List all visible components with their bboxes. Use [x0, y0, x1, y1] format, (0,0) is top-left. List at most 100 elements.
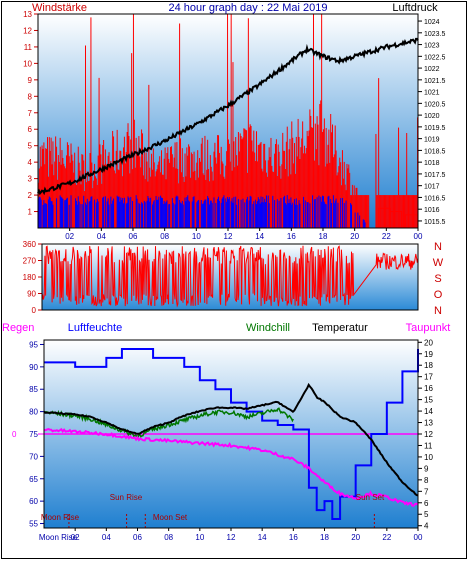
wind-left-tick-label: 2 — [28, 191, 33, 200]
direction-compass-label: S — [434, 273, 441, 285]
temperature-right-tick-label: 14 — [424, 407, 433, 416]
x-tick-label: 10 — [192, 232, 201, 241]
temperature-right-tick-label: 17 — [424, 373, 433, 382]
pressure-right-tick-label: 1019 — [424, 137, 440, 144]
temperature-right-tick-label: 13 — [424, 419, 433, 428]
pressure-right-tick-label: 1020.5 — [424, 101, 446, 108]
wind-left-tick-label: 3 — [28, 175, 33, 184]
pressure-right-tick-label: 1023 — [424, 43, 440, 50]
humidity-line — [44, 347, 419, 521]
pressure-right-tick-label: 1022.5 — [424, 54, 446, 61]
direction-left-tick-label: 180 — [23, 273, 37, 282]
temperature-right-tick-label: 7 — [424, 487, 429, 496]
temperature-right-tick-label: 18 — [424, 361, 433, 370]
x-tick-label: 18 — [319, 232, 328, 241]
pressure-right-tick-label: 1022 — [424, 66, 440, 73]
pressure-right-tick-label: 1021 — [424, 90, 440, 97]
x-tick-label: 12 — [224, 232, 233, 241]
humidity-left-tick-label: 95 — [29, 340, 38, 349]
x-tick-label: 20 — [351, 533, 360, 542]
pressure-right-tick-label: 1021.5 — [424, 78, 446, 85]
humidity-left-tick-label: 65 — [29, 475, 38, 484]
dewpoint-legend: Taupunkt — [406, 322, 451, 334]
event-label: Moon Rise — [41, 513, 80, 522]
rain-legend: Regen — [2, 322, 34, 334]
thp-plot-border — [43, 339, 419, 529]
x-tick-label: 04 — [97, 232, 106, 241]
x-tick-label: 06 — [133, 533, 142, 542]
pressure-right-tick-label: 1015.5 — [424, 219, 446, 226]
direction-left-tick-label: 270 — [23, 257, 37, 266]
windchill-line — [43, 407, 294, 439]
wind-left-tick-label: 12 — [23, 26, 32, 35]
x-tick-label: 02 — [71, 533, 80, 542]
event-label: Moon Set — [153, 513, 188, 522]
humidity-left-tick-label: 85 — [29, 385, 38, 394]
pressure-right-tick-label: 1020 — [424, 113, 440, 120]
x-tick-label: 20 — [350, 232, 359, 241]
x-tick-label: 04 — [102, 533, 111, 542]
direction-left-tick-label: 360 — [23, 240, 37, 249]
humidity-left-tick-label: 60 — [29, 497, 38, 506]
wind-pressure-panel: 123456789101112131015.510161016.51017101… — [23, 10, 445, 241]
rain-value: 0 — [12, 430, 17, 439]
temperature-right-tick-label: 8 — [424, 476, 429, 485]
temperature-right-tick-label: 12 — [424, 430, 433, 439]
temperature-right-tick-label: 6 — [424, 499, 429, 508]
x-tick-label: 16 — [289, 533, 298, 542]
wind-left-tick-label: 8 — [28, 92, 33, 101]
pressure-right-tick-label: 1018 — [424, 160, 440, 167]
wind-direction-line — [41, 245, 419, 308]
x-tick-label: 00 — [414, 533, 423, 542]
wind-left-tick-label: 5 — [28, 142, 33, 151]
humidity-left-tick-label: 55 — [29, 520, 38, 529]
x-tick-label: 14 — [258, 533, 267, 542]
x-tick-label: 22 — [382, 533, 391, 542]
wind-left-tick-label: 10 — [23, 59, 32, 68]
direction-left-tick-label: 90 — [27, 290, 36, 299]
x-tick-label: 10 — [195, 533, 204, 542]
temperature-right-tick-label: 15 — [424, 396, 433, 405]
dewpoint-line — [43, 427, 419, 507]
wind-left-tick-label: 6 — [28, 125, 33, 134]
pressure-right-tick-label: 1016.5 — [424, 195, 446, 202]
x-tick-label: 08 — [164, 533, 173, 542]
wind-left-tick-label: 7 — [28, 109, 33, 118]
direction-compass-label: O — [434, 289, 443, 301]
humidity-left-tick-label: 75 — [29, 430, 38, 439]
temperature-humidity-panel: Regen Luftfeuchte Windchill Temperatur Taupu… — [2, 322, 450, 542]
wind-left-tick-label: 4 — [28, 158, 33, 167]
direction-compass-label: N — [434, 241, 442, 253]
humidity-left-tick-label: 70 — [29, 452, 38, 461]
humidity-left-tick-label: 90 — [29, 363, 38, 372]
wind-left-tick-label: 11 — [24, 43, 33, 52]
x-tick-label: 12 — [227, 533, 236, 542]
temperature-right-tick-label: 11 — [424, 441, 433, 450]
event-label: Sun Rise — [110, 493, 143, 502]
temperature-right-tick-label: 5 — [424, 510, 429, 519]
bottom-moonrise-label: Moon Rise — [39, 533, 78, 542]
pressure-right-tick-label: 1019.5 — [424, 125, 446, 132]
temperature-right-tick-label: 10 — [424, 453, 433, 462]
x-tick-label: 00 — [414, 232, 423, 241]
x-tick-label: 02 — [65, 232, 74, 241]
x-tick-label: 08 — [160, 232, 169, 241]
humidity-legend: Luftfeuchte — [68, 322, 122, 334]
wind-plot-border — [37, 13, 419, 229]
direction-compass-label: W — [433, 257, 444, 269]
pressure-right-tick-label: 1017 — [424, 184, 440, 191]
x-tick-label: 06 — [129, 232, 138, 241]
pressure-right-tick-label: 1023.5 — [424, 31, 446, 38]
temperature-right-tick-label: 16 — [424, 384, 433, 393]
pressure-right-tick-label: 1017.5 — [424, 172, 446, 179]
x-tick-label: 18 — [320, 533, 329, 542]
direction-plot-border — [41, 243, 419, 311]
pressure-right-tick-label: 1024 — [424, 19, 440, 26]
pressure-right-tick-label: 1018.5 — [424, 148, 446, 155]
temperature-right-tick-label: 20 — [424, 338, 433, 347]
humidity-left-tick-label: 80 — [29, 408, 38, 417]
pressure-line — [37, 37, 419, 196]
event-label: Sun Set — [356, 493, 385, 502]
